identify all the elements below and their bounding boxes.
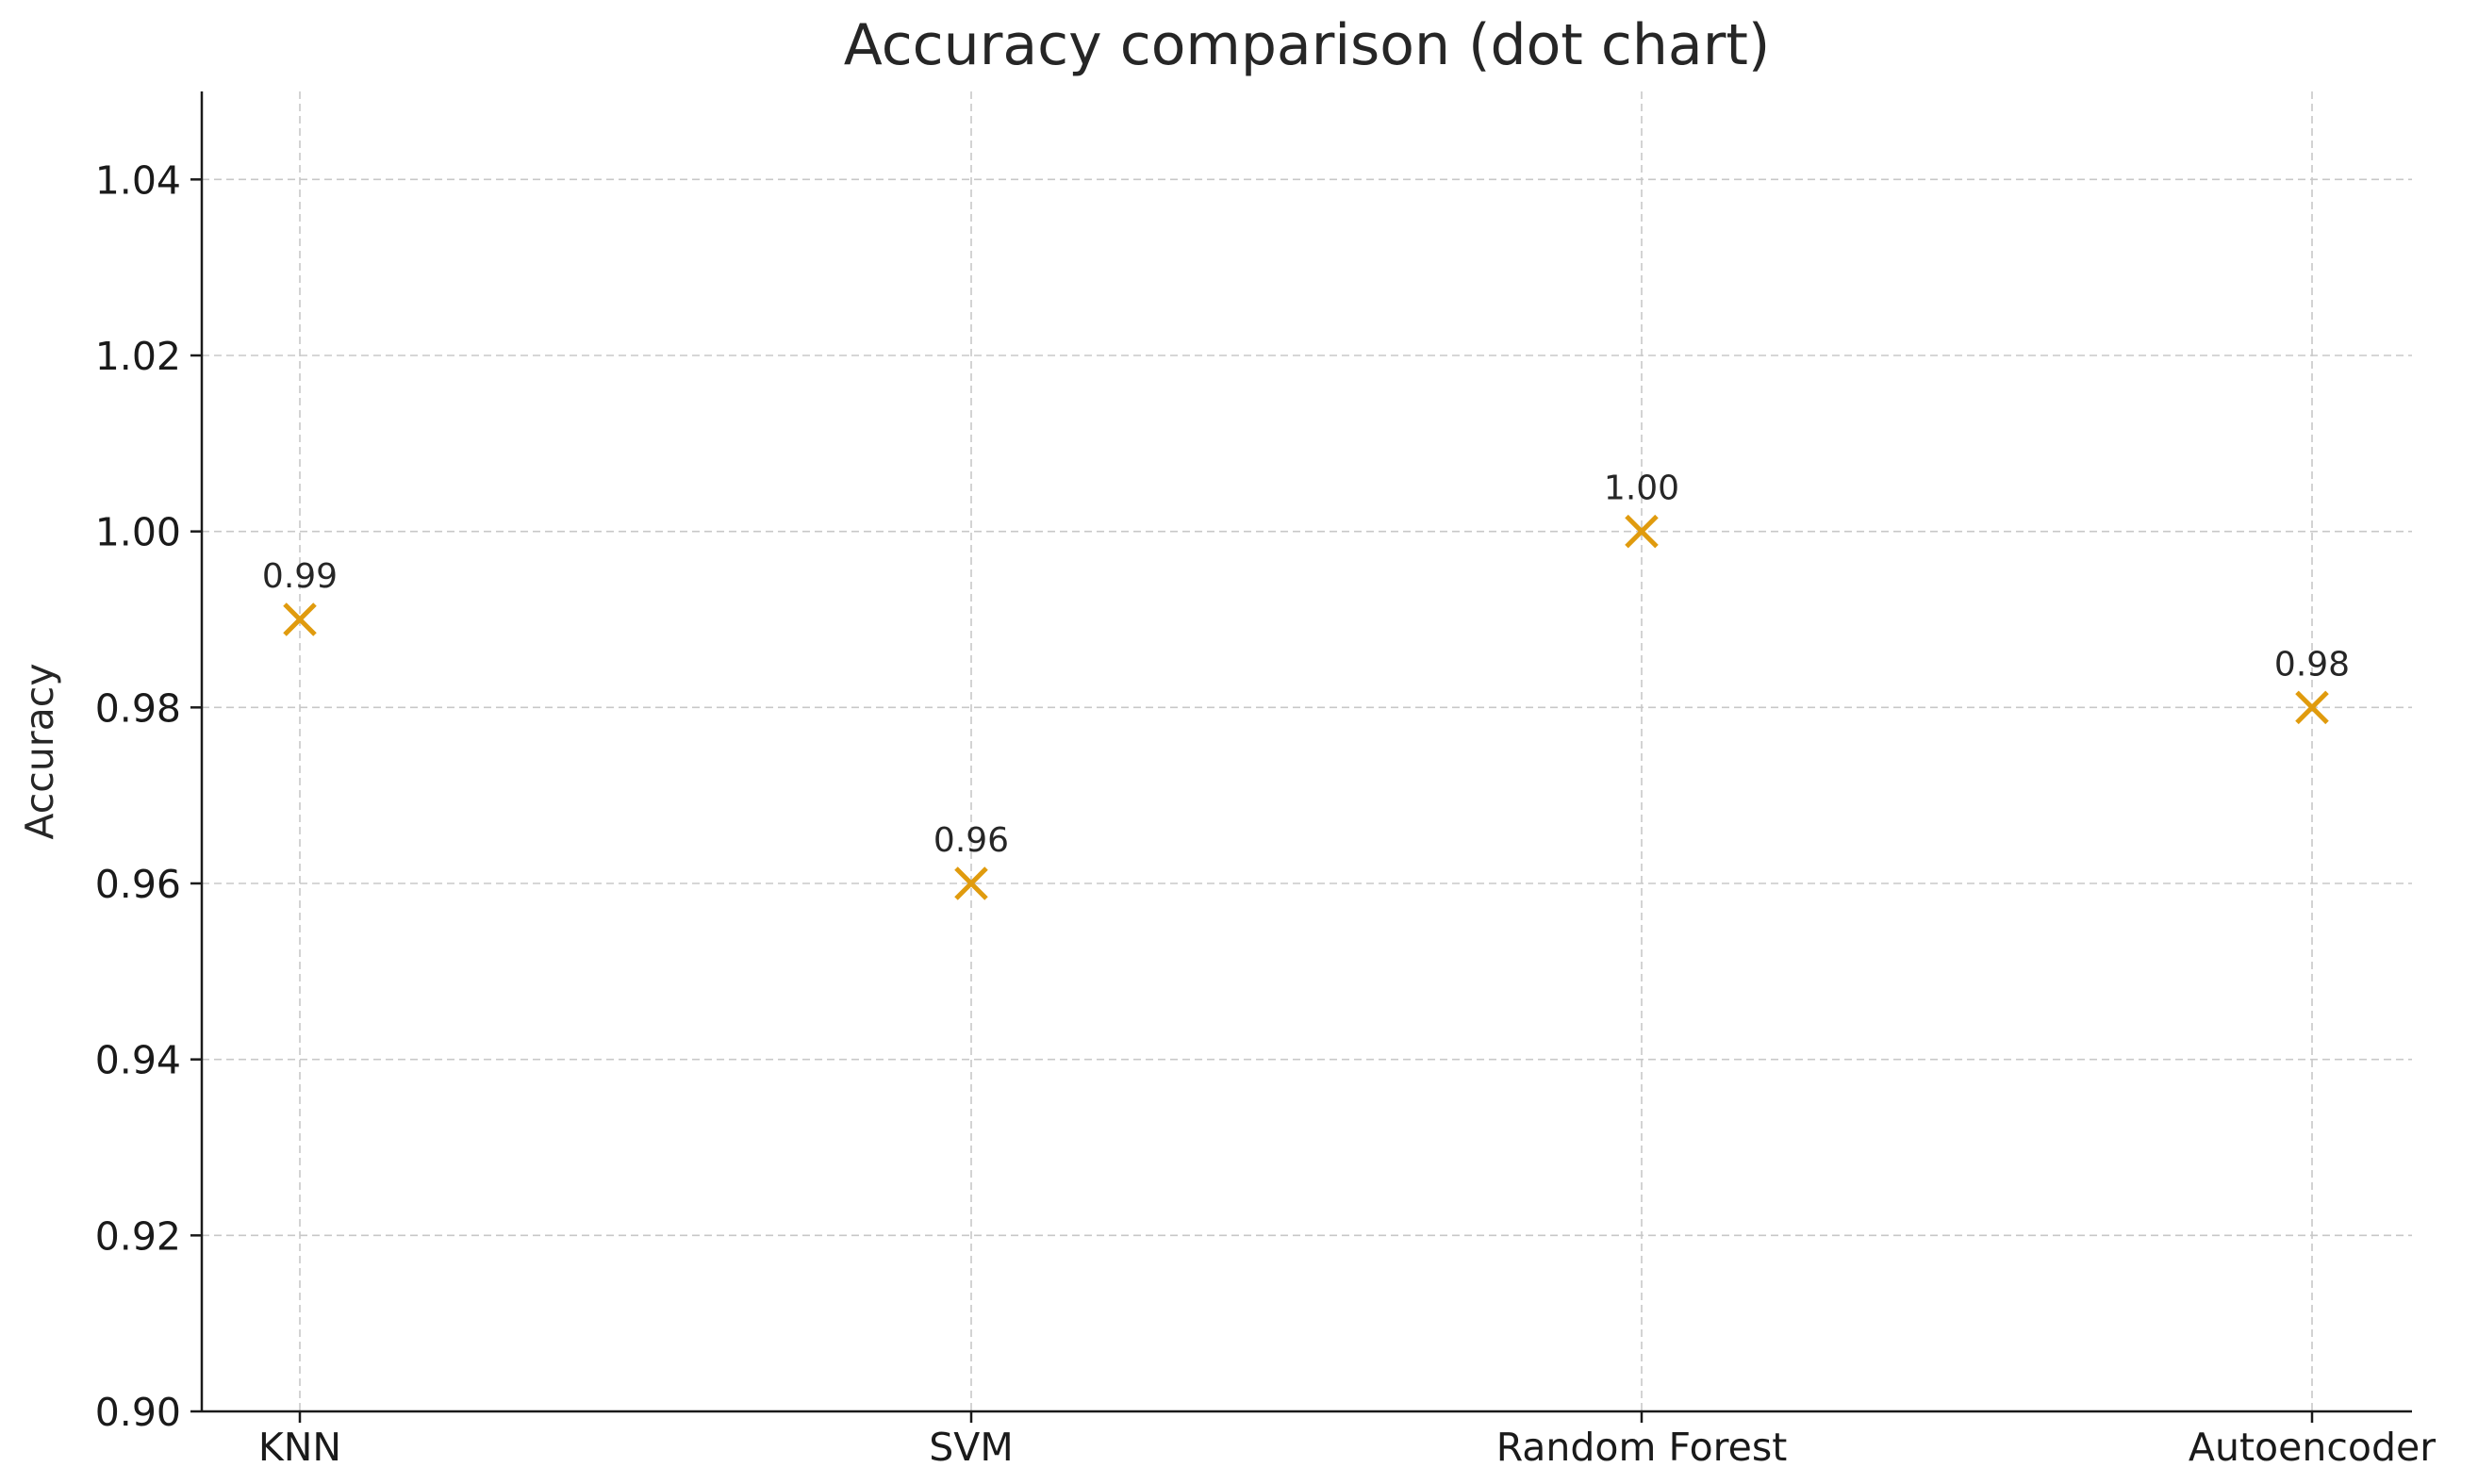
y-tick-label: 0.90 (95, 1390, 181, 1435)
x-tick-label: KNN (258, 1425, 341, 1470)
y-tick-label: 0.92 (95, 1213, 181, 1259)
marker-stroke (1625, 514, 1659, 549)
y-tick-label: 1.02 (95, 334, 181, 379)
data-point (1625, 514, 1659, 549)
data-point (283, 602, 317, 636)
data-value-label: 0.98 (2274, 645, 2350, 684)
data-value-label: 0.96 (933, 821, 1009, 860)
marker-stroke (954, 866, 988, 900)
x-tick-label: Autoencoder (2189, 1425, 2436, 1470)
data-value-label: 1.00 (1604, 470, 1679, 508)
y-tick-label: 0.98 (95, 685, 181, 731)
y-ticks: 0.90 0.92 0.94 0.96 0.98 1.00 1.02 1.04 (95, 157, 202, 1435)
chart-title: Accuracy comparison (dot chart) (844, 12, 1771, 78)
marker-stroke (2295, 690, 2329, 725)
grid-lines (202, 91, 2412, 1411)
data-point (954, 866, 988, 900)
data-value-label: 0.99 (262, 557, 338, 596)
x-tick-label: SVM (929, 1425, 1013, 1470)
y-tick-label: 0.96 (95, 862, 181, 907)
x-tick-label: Random Forest (1496, 1425, 1788, 1470)
x-ticks: KNN SVM Random Forest Autoencoder (258, 1411, 2436, 1470)
marker-stroke (283, 602, 317, 636)
y-tick-label: 1.04 (95, 157, 181, 203)
data-point (2295, 690, 2329, 725)
data-points: 0.99 0.96 1.00 0.98 (262, 470, 2350, 900)
y-axis-label: Accuracy (17, 663, 62, 839)
y-tick-label: 0.94 (95, 1038, 181, 1083)
y-tick-label: 1.00 (95, 510, 181, 555)
